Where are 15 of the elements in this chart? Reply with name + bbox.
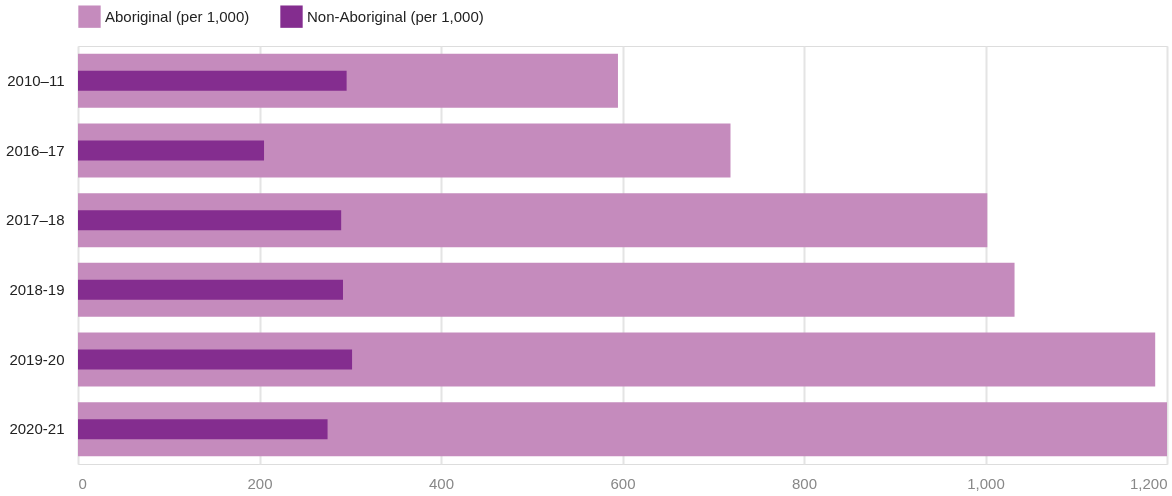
legend-label: Aboriginal (per 1,000) <box>105 7 250 25</box>
x-tick-label: 200 <box>247 474 273 492</box>
y-tick-label: 2010–11 <box>7 71 65 89</box>
legend-label: Non-Aboriginal (per 1,000) <box>307 7 484 25</box>
x-tick-label: 600 <box>610 474 636 492</box>
y-tick-label: 2016–17 <box>6 141 65 159</box>
y-tick-label: 2020-21 <box>9 420 65 438</box>
x-tick-label: 800 <box>791 474 818 492</box>
y-tick-label: 2018-19 <box>9 280 65 298</box>
x-tick-label: 0 <box>78 474 87 492</box>
x-tick-label: 400 <box>428 474 455 492</box>
y-tick-label: 2017–18 <box>6 211 65 229</box>
y-tick-label: 2019-20 <box>9 350 65 368</box>
x-tick-label: 1,200 <box>1129 474 1168 492</box>
x-tick-label: 1,000 <box>967 474 1005 492</box>
